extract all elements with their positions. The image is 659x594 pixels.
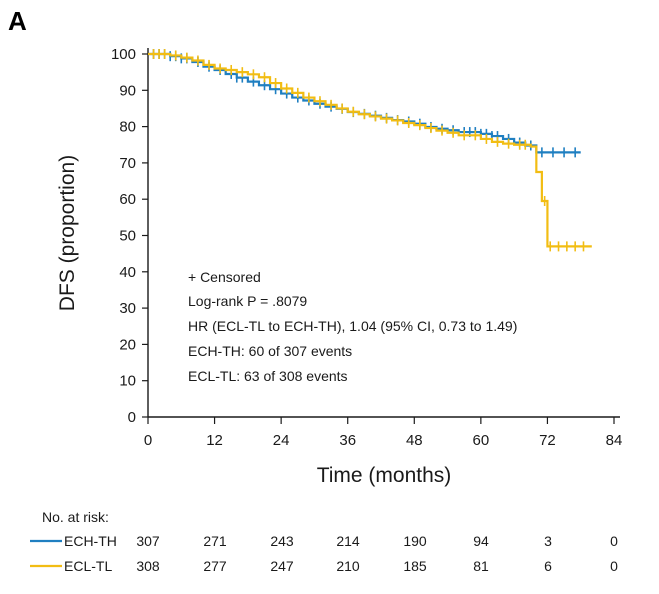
x-tick-label: 36 <box>339 432 356 449</box>
y-axis-title: DFS (proportion) <box>56 155 79 311</box>
series-line-ecl-tl <box>148 52 592 248</box>
risk-count: 210 <box>336 558 360 574</box>
x-ticks: 0 12 24 36 48 60 72 84 <box>144 417 623 449</box>
risk-count: 271 <box>203 533 227 549</box>
risk-count: 6 <box>544 558 552 574</box>
risk-count: 185 <box>403 558 427 574</box>
annotation-ecl-events: ECL-TL: 63 of 308 events <box>188 368 348 384</box>
series-ecl-tl <box>148 49 592 252</box>
x-tick-label: 0 <box>144 432 152 449</box>
risk-count: 243 <box>270 533 294 549</box>
x-tick-label: 12 <box>206 432 223 449</box>
annotation-ech-events: ECH-TH: 60 of 307 events <box>188 343 352 359</box>
y-tick-label: 40 <box>119 264 136 281</box>
y-tick-label: 0 <box>128 409 136 426</box>
risk-count: 3 <box>544 533 552 549</box>
risk-count: 0 <box>610 558 618 574</box>
x-axis-title: Time (months) <box>317 464 452 487</box>
annotation-hr: HR (ECL-TL to ECH-TH), 1.04 (95% CI, 0.7… <box>188 318 517 334</box>
risk-count: 277 <box>203 558 227 574</box>
risk-count: 0 <box>610 533 618 549</box>
series-line-ech-th <box>148 52 581 154</box>
x-tick-label: 84 <box>606 432 623 449</box>
y-tick-label: 10 <box>119 373 136 390</box>
risk-table: No. at risk: ECH-TH 307 271 243 214 190 94 3 0 EC… <box>30 509 618 574</box>
y-ticks: 0 10 20 30 40 50 60 70 80 90 100 <box>111 46 148 426</box>
risk-count: 81 <box>473 558 489 574</box>
risk-count: 190 <box>403 533 427 549</box>
axes <box>147 48 620 418</box>
x-tick-label: 72 <box>539 432 556 449</box>
x-tick-label: 60 <box>473 432 490 449</box>
y-tick-label: 60 <box>119 191 136 208</box>
risk-count: 94 <box>473 533 489 549</box>
risk-row-name: ECL-TL <box>64 558 112 574</box>
y-tick-label: 30 <box>119 300 136 317</box>
risk-count: 247 <box>270 558 294 574</box>
x-tick-label: 48 <box>406 432 423 449</box>
panel-label: A <box>8 6 27 36</box>
risk-count: 308 <box>136 558 160 574</box>
y-tick-label: 70 <box>119 155 136 172</box>
risk-count: 307 <box>136 533 160 549</box>
y-tick-label: 90 <box>119 82 136 99</box>
y-tick-label: 80 <box>119 119 136 136</box>
annotations: + Censored Log-rank P = .8079 HR (ECL-TL… <box>188 269 517 384</box>
annotation-censored: + Censored <box>188 269 261 285</box>
risk-count: 214 <box>336 533 360 549</box>
risk-row-name: ECH-TH <box>64 533 117 549</box>
x-tick-label: 24 <box>273 432 290 449</box>
annotation-logrank: Log-rank P = .8079 <box>188 293 307 309</box>
y-tick-label: 50 <box>119 228 136 245</box>
y-tick-label: 20 <box>119 336 136 353</box>
survival-curves <box>148 49 592 252</box>
risk-table-title: No. at risk: <box>42 509 109 525</box>
y-tick-label: 100 <box>111 46 136 63</box>
